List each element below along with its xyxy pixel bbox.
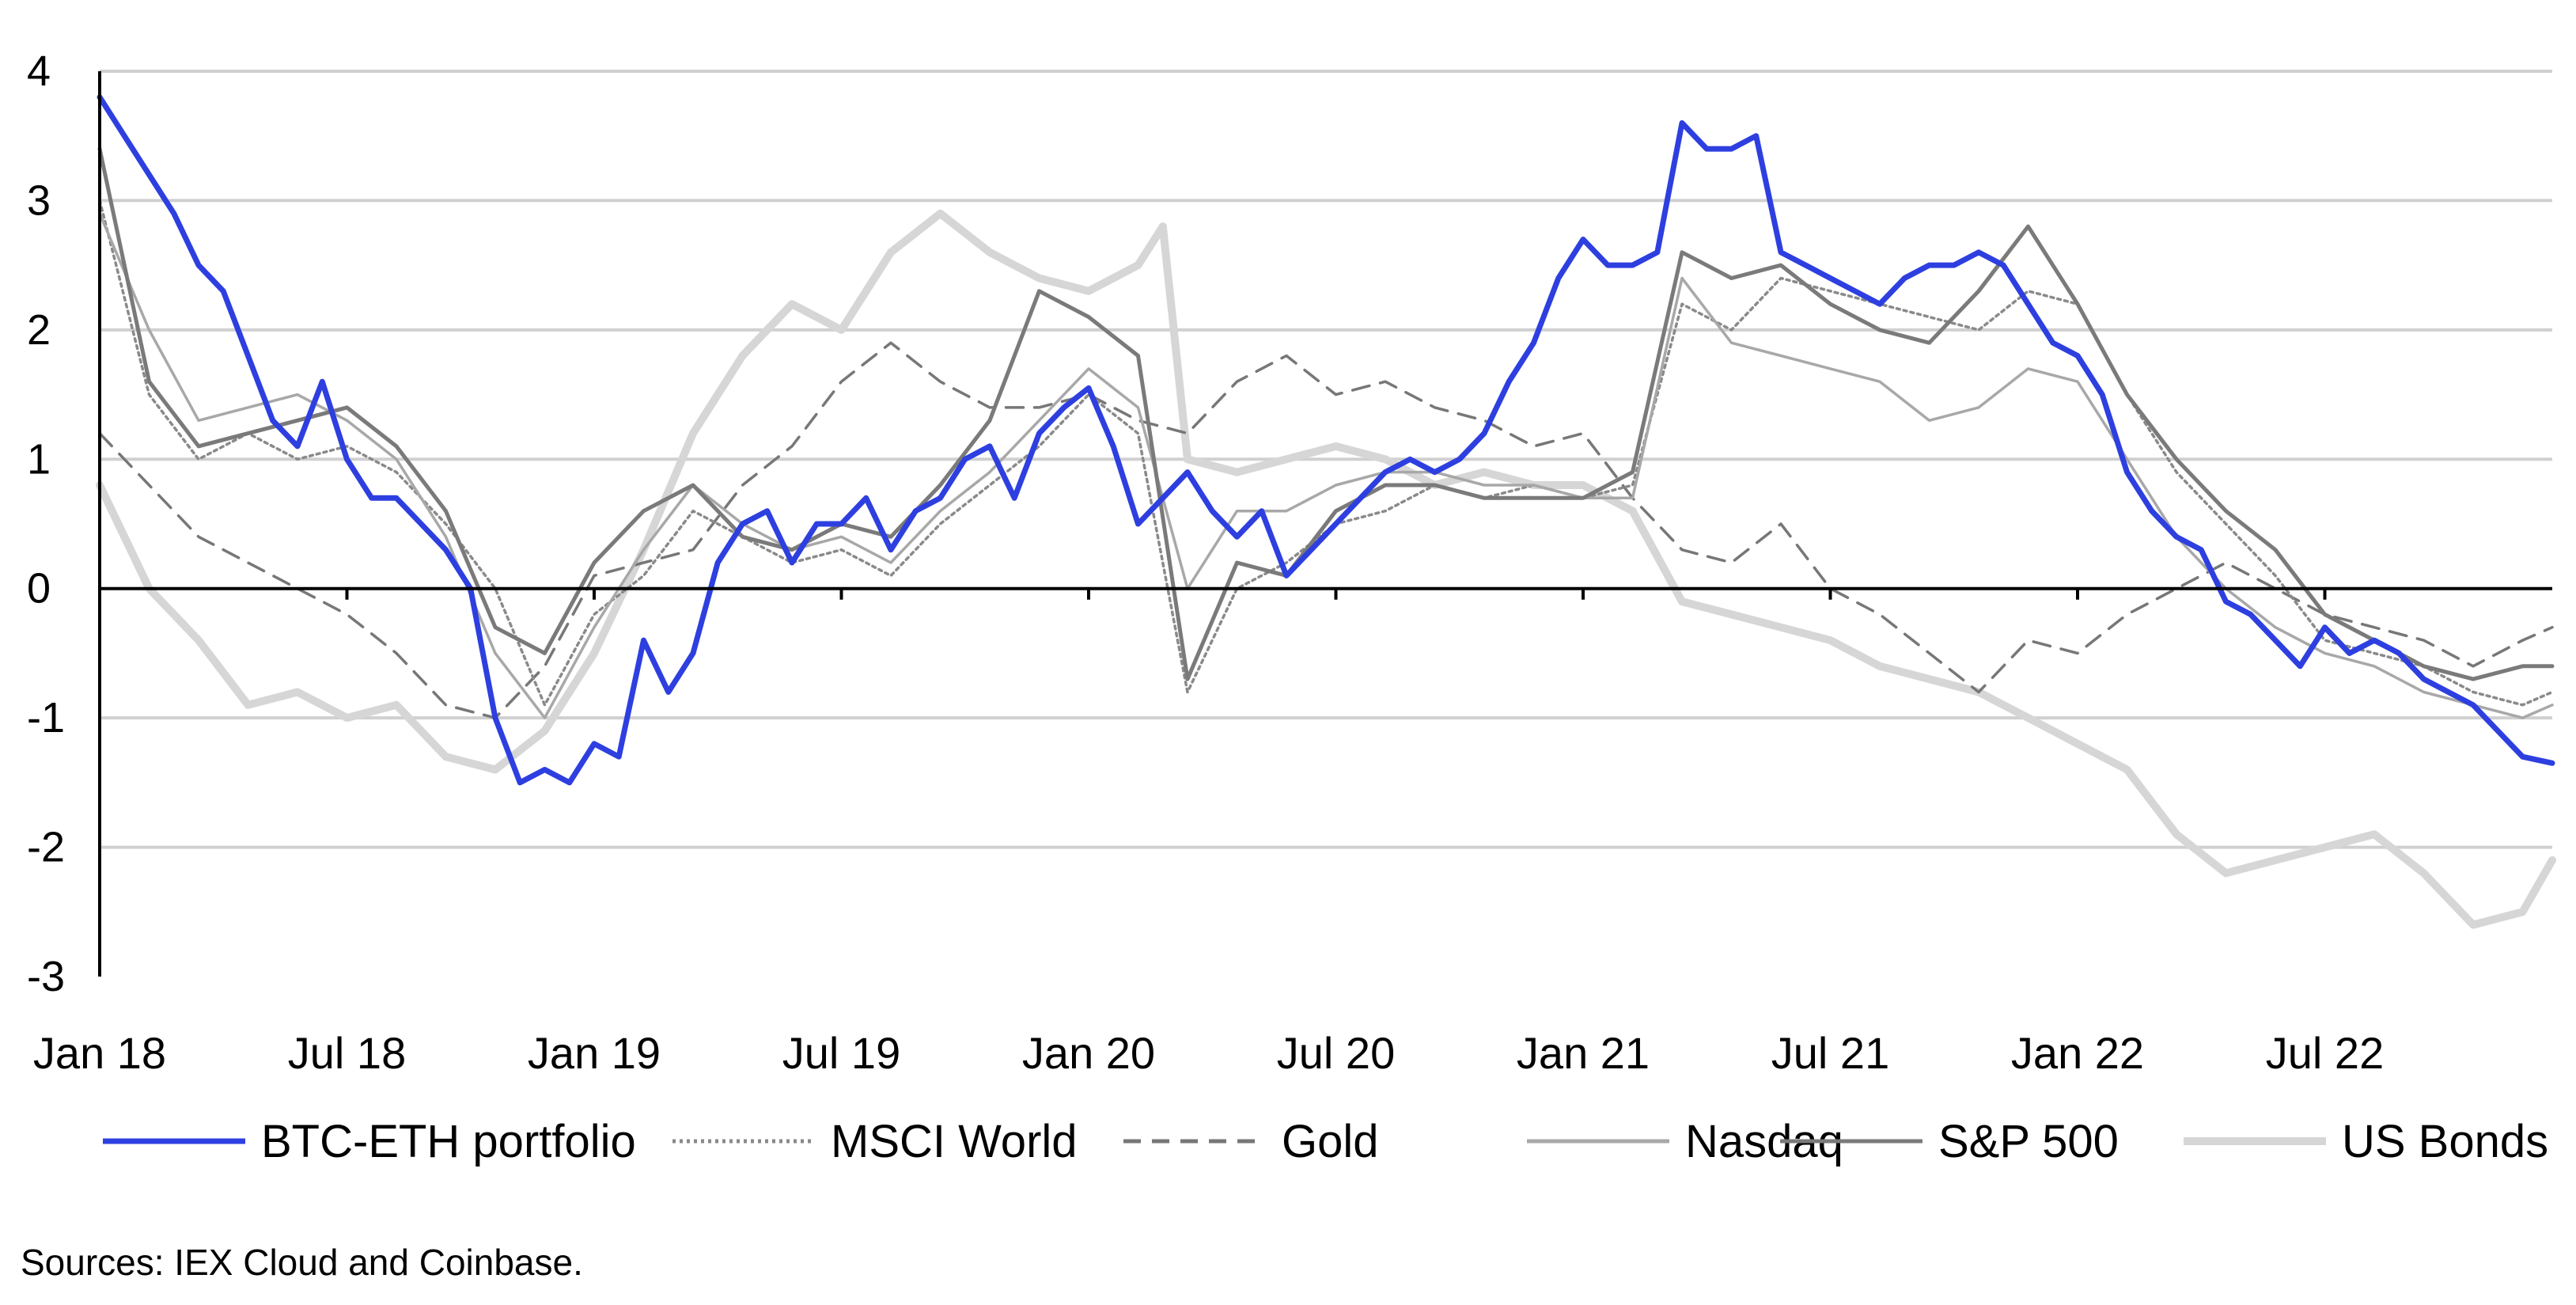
x-tick-label: Jan 20	[1022, 1028, 1155, 1078]
y-tick-label: 2	[27, 306, 51, 354]
x-tick-label: Jul 22	[2266, 1028, 2384, 1078]
grid-layer	[100, 70, 2552, 849]
x-tick-label: Jul 20	[1277, 1028, 1395, 1078]
y-tick-label: 1	[27, 435, 51, 483]
legend-label: BTC-ETH portfolio	[261, 1116, 636, 1167]
series-line-nasdaq	[98, 212, 2554, 719]
x-tick-label: Jan 18	[33, 1028, 166, 1078]
x-tick-label: Jul 18	[288, 1028, 406, 1078]
legend-label: Gold	[1282, 1116, 1379, 1167]
x-tick-label: Jan 22	[2011, 1028, 2144, 1078]
series-line-gold	[98, 341, 2554, 719]
series-line-us-bonds	[96, 209, 2556, 929]
y-tick-label: -2	[27, 824, 65, 871]
series-line-s-p-500	[97, 146, 2555, 681]
legend-label: MSCI World	[831, 1116, 1078, 1167]
x-tick-label: Jan 19	[528, 1028, 661, 1078]
x-tick-label: Jul 21	[1771, 1028, 1889, 1078]
y-tick-label: 3	[27, 176, 51, 224]
legend-label: US Bonds	[2342, 1116, 2548, 1167]
y-tick-label: 0	[27, 565, 51, 613]
x-tick-label: Jan 21	[1517, 1028, 1650, 1078]
x-tick-label: Jul 19	[782, 1028, 900, 1078]
legend-layer: BTC-ETH portfolio MSCI World Gold Nasdaq S&P…	[103, 1116, 2548, 1167]
legend-label: S&P 500	[1938, 1116, 2119, 1167]
series-line-btc-eth-portfolio	[97, 94, 2555, 786]
y-tick-label: 4	[27, 47, 51, 95]
y-tick-label: -1	[27, 694, 65, 742]
series-layer	[96, 94, 2556, 929]
y-tick-label: -3	[27, 953, 65, 1000]
source-note: Sources: IEX Cloud and Coinbase.	[21, 1242, 583, 1283]
axis-layer: 4 3 2 1 0 -1 -2 -3 Jan 18 Jul 18 Jan 19 Jul 19 Jan 2…	[27, 47, 2552, 1078]
